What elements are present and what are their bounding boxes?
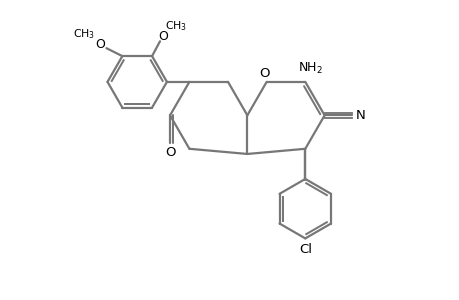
Text: O: O: [158, 30, 168, 43]
Text: NH$_2$: NH$_2$: [297, 60, 322, 76]
Text: O: O: [258, 67, 269, 80]
Text: O: O: [164, 146, 175, 159]
Text: N: N: [355, 109, 365, 122]
Text: O: O: [95, 38, 105, 51]
Text: CH$_3$: CH$_3$: [164, 20, 186, 33]
Text: CH$_3$: CH$_3$: [73, 27, 95, 41]
Text: Cl: Cl: [298, 243, 311, 256]
